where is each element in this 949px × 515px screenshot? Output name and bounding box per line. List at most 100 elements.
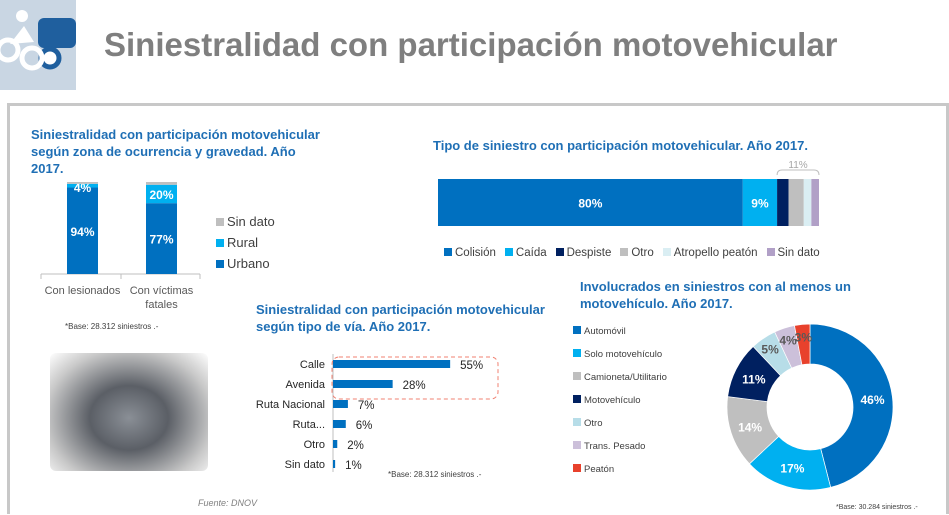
legend-label: Otro	[631, 247, 654, 259]
chart3-road-type: Calle 55% Avenida 28% Ruta Nacional 7% Ruta...…	[256, 354, 499, 472]
source-note: Fuente: DNOV	[198, 498, 258, 508]
bracket	[776, 169, 820, 176]
data-label: 7%	[358, 400, 375, 412]
data-label: 6%	[356, 420, 373, 432]
chart1-zone-severity: 94% 4% Con lesionados 77% 20% Con víctimas fat…	[40, 181, 201, 310]
bar-segment-0	[438, 179, 743, 226]
legend-swatch	[444, 248, 452, 256]
data-label: 1%	[345, 460, 362, 472]
category-label: fatales	[145, 299, 178, 310]
legend-swatch	[573, 464, 581, 472]
chart3-note: *Base: 28.312 siniestros .-	[388, 470, 482, 479]
legend-item: Colisión	[444, 247, 496, 259]
category-label: Avenida	[285, 379, 325, 391]
legend-swatch	[573, 372, 581, 380]
category-label: Con lesionados	[45, 285, 121, 297]
legend-label: Sin dato	[777, 247, 820, 259]
legend-swatch	[573, 418, 581, 426]
chart2-title: Tipo de siniestro con participación moto…	[433, 138, 808, 153]
legend-swatch	[573, 326, 581, 334]
category-label: Sin dato	[285, 459, 325, 471]
legend-item: Caída	[504, 247, 547, 259]
chart1-legend: Sin dato Rural Urbano	[216, 214, 275, 277]
highlight-box	[331, 356, 499, 400]
legend-item: Peatón	[573, 464, 667, 475]
bar-segment-urbano	[67, 187, 98, 274]
legend-item: Motovehículo	[573, 395, 667, 406]
bar-segment-rural	[146, 184, 177, 204]
legend-item: Atropello peatón	[662, 247, 758, 259]
legend-label: Caída	[515, 247, 547, 259]
legend-label: Sin dato	[227, 214, 275, 229]
legend-swatch	[555, 248, 564, 256]
data-label: 5%	[761, 342, 779, 356]
legend-label: Urbano	[227, 256, 270, 271]
bar	[333, 440, 338, 448]
bar-segment-sin-dato	[67, 182, 98, 184]
legend-item: Automóvil	[573, 326, 667, 337]
data-label: 80%	[578, 197, 602, 211]
data-label: 28%	[403, 380, 426, 392]
category-label: Otro	[304, 439, 325, 451]
legend-label: Atropello peatón	[673, 247, 758, 259]
bar-segment-rural	[67, 183, 98, 188]
legend-item: Sin dato	[216, 214, 275, 229]
category-label: Ruta Nacional	[256, 399, 325, 411]
bar-segment-5	[811, 179, 819, 226]
legend-label: Trans. Pesado	[584, 441, 646, 452]
bar	[333, 420, 346, 428]
chart3-title: Siniestralidad con participación motoveh…	[256, 302, 545, 334]
legend-label: Solo motovehículo	[584, 349, 663, 360]
legend-item: Otro	[620, 247, 654, 259]
legend-item: Sin dato	[766, 247, 820, 259]
legend-swatch	[216, 260, 224, 268]
category-label: Ruta...	[293, 419, 325, 431]
legend-label: Motovehículo	[584, 395, 641, 406]
bar-segment-urbano	[146, 203, 177, 274]
chart4-legend: Automóvil Solo motovehículo Camioneta/Util…	[573, 326, 667, 487]
legend-item: Rural	[216, 235, 275, 250]
legend-item: Otro	[573, 418, 667, 429]
chart2-accident-type: 80% 9% 11%	[438, 160, 820, 226]
bar-segment-2	[777, 179, 789, 226]
data-label: 46%	[860, 393, 884, 407]
legend-label: Camioneta/Utilitario	[584, 372, 667, 383]
legend-swatch	[620, 248, 629, 256]
data-label: 11%	[742, 372, 766, 386]
bar	[333, 360, 451, 368]
legend-label: Rural	[227, 235, 259, 250]
page-title: Siniestralidad con participación motoveh…	[104, 26, 838, 63]
legend-label: Despiste	[566, 247, 612, 259]
data-label: 2%	[347, 440, 364, 452]
chart4-title: Involucrados en siniestros con al menos …	[580, 279, 851, 311]
category-label: Calle	[300, 359, 325, 371]
data-label: 17%	[780, 461, 804, 475]
data-label: 55%	[460, 360, 483, 372]
chart1-title: Siniestralidad con participación motoveh…	[31, 127, 320, 176]
logo-icon	[0, 0, 76, 90]
legend-item: Urbano	[216, 256, 275, 271]
legend-swatch	[573, 441, 581, 449]
donut-slice	[794, 323, 811, 366]
legend-label: Colisión	[455, 247, 496, 259]
legend-label: Otro	[584, 418, 603, 429]
legend-item: Despiste	[555, 247, 612, 259]
content-panel	[7, 103, 949, 514]
category-label: Con víctimas	[130, 285, 194, 297]
data-label: 3%	[795, 330, 813, 344]
data-label: 9%	[751, 197, 769, 211]
data-label: 14%	[738, 420, 762, 434]
legend-swatch	[216, 218, 224, 226]
data-label: 20%	[149, 188, 173, 202]
bar	[333, 380, 393, 388]
bracket-label: 11%	[788, 160, 807, 171]
motorcycle-photo	[50, 353, 208, 471]
legend-item: Camioneta/Utilitario	[573, 372, 667, 383]
legend-swatch	[216, 239, 224, 247]
bar-segment-1	[742, 179, 778, 226]
chart1-note: *Base: 28.312 siniestros .-	[65, 322, 159, 331]
chart4-note: *Base: 30.284 siniestros .-	[836, 504, 918, 511]
data-label: 94%	[70, 225, 94, 239]
data-label: 4%	[74, 181, 92, 195]
bar	[333, 460, 336, 468]
